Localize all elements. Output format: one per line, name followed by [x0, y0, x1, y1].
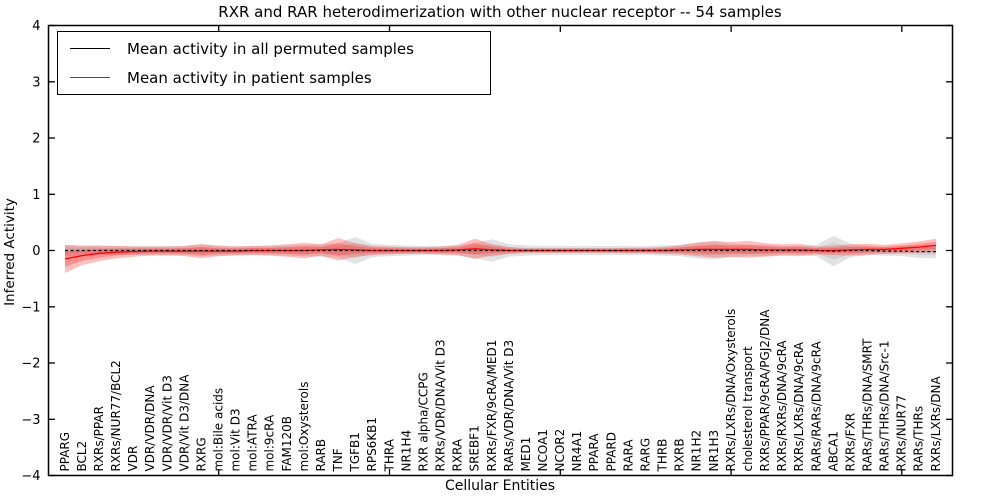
legend-label-patient: Mean activity in patient samples: [127, 68, 372, 87]
x-axis-label: Cellular Entities: [444, 478, 556, 494]
x-category-label: TGFB1: [348, 432, 362, 472]
x-category-label: RARG: [639, 438, 653, 472]
x-category-label: MED1: [519, 437, 533, 472]
x-category-label: VDR: [126, 446, 140, 472]
x-category-label: VDR/Vit D3/DNA: [177, 374, 191, 472]
x-category-label: THRA: [382, 438, 396, 472]
x-category-label: mol:9cRA: [263, 414, 277, 471]
legend-label-permuted: Mean activity in all permuted samples: [127, 39, 414, 58]
x-category-label: RARs/VDR/DNA/Vit D3: [502, 340, 516, 472]
patient-band-inner: [65, 241, 936, 267]
legend-box: Mean activity in all permuted samples Me…: [57, 31, 491, 95]
x-category-label: RXR alpha/CCPG: [416, 372, 430, 471]
x-category-label: RXRA: [451, 438, 465, 471]
y-tick-label: 1: [32, 188, 40, 203]
x-category-label: RARs/THRs/DNA/SMRT: [861, 338, 875, 472]
legend-item-patient: Mean activity in patient samples: [70, 64, 490, 92]
x-category-label: RARs/THRs: [912, 406, 926, 472]
y-tick-label: −2: [21, 357, 40, 372]
x-category-label: RARA: [621, 439, 635, 472]
x-category-label: RXRs/VDR/DNA/Vit D3: [434, 339, 448, 471]
x-category-label: VDR/VDR/Vit D3: [160, 375, 174, 471]
x-category-label: FAM120B: [280, 416, 294, 472]
y-tick-label: 3: [32, 75, 40, 90]
legend-item-permuted: Mean activity in all permuted samples: [70, 35, 490, 63]
x-category-label: PPARD: [604, 432, 618, 472]
x-category-label: RPS6KB1: [365, 417, 379, 472]
x-category-label: RXRB: [673, 438, 687, 471]
x-category-label: mol:Oxysterols: [297, 382, 311, 472]
y-tick-label: 2: [32, 132, 40, 147]
x-category-label: BCL2: [75, 441, 89, 472]
y-tick-label: 0: [32, 244, 40, 259]
x-category-label: RXRs/NUR77/BCL2: [109, 360, 123, 471]
y-tick-label: −3: [21, 413, 40, 428]
x-category-label: mol:ATRA: [246, 414, 260, 472]
x-category-label: TNF: [331, 448, 345, 472]
permuted-band-outer: [65, 235, 936, 267]
x-category-label: RARB: [314, 439, 328, 472]
x-category-label: mol:Vit D3: [229, 408, 243, 471]
x-category-label: RXRs/LXRs/DNA: [929, 376, 943, 472]
x-category-label: PPARA: [587, 433, 601, 472]
patient-mean-line: [64, 244, 937, 260]
x-category-label: THRB: [656, 439, 670, 473]
x-category-label: NR4A1: [570, 431, 584, 472]
permuted-band-inner: [65, 242, 936, 260]
patient-band-outer: [65, 238, 936, 273]
x-category-label: ABCA1: [826, 431, 840, 471]
x-category-label: RXRG: [194, 437, 208, 471]
y-tick-label: −1: [21, 300, 40, 315]
x-category-label: RARs/THRs/DNA/Src-1: [878, 341, 892, 472]
x-category-label: RXRs/FXR: [843, 413, 857, 472]
x-category-label: RXRs/RXRs/DNA/9cRA: [775, 340, 789, 472]
y-tick-label: 4: [32, 19, 40, 34]
x-category-label: RXRs/PPAR: [92, 406, 106, 471]
y-axis-label: Inferred Activity: [2, 198, 18, 306]
x-category-label: RXRs/PPAR/9cRA/PGJ2/DNA: [758, 309, 772, 472]
x-category-label: NCOR2: [553, 429, 567, 472]
chart-title: RXR and RAR heterodimerization with othe…: [218, 3, 782, 21]
x-category-label: RXRs/LXRs/DNA/9cRA: [792, 341, 806, 471]
x-category-label: mol:Bile acids: [212, 388, 226, 472]
x-category-label: RXRs/LXRs/DNA/Oxysterols: [724, 309, 738, 472]
permuted-line-swatch: [70, 48, 110, 49]
x-category-label: PPARG: [58, 432, 72, 472]
x-category-label: RARs/RARs/DNA/9cRA: [809, 341, 823, 472]
y-tick-label: −4: [21, 469, 40, 484]
x-category-label: cholesterol transport: [741, 346, 755, 472]
x-category-label: RXRs/FXR/9cRA/MED1: [485, 340, 499, 472]
x-category-label: RXRs/NUR77: [895, 395, 909, 472]
x-category-label: NR1H3: [707, 430, 721, 472]
x-category-label: NR1H4: [399, 430, 413, 472]
x-category-label: NR1H2: [690, 430, 704, 472]
x-category-label: SREBF1: [468, 425, 482, 471]
x-category-label: NCOA1: [536, 429, 550, 471]
x-category-label: VDR/VDR/DNA: [143, 385, 157, 472]
patient-line-swatch: [70, 77, 110, 78]
